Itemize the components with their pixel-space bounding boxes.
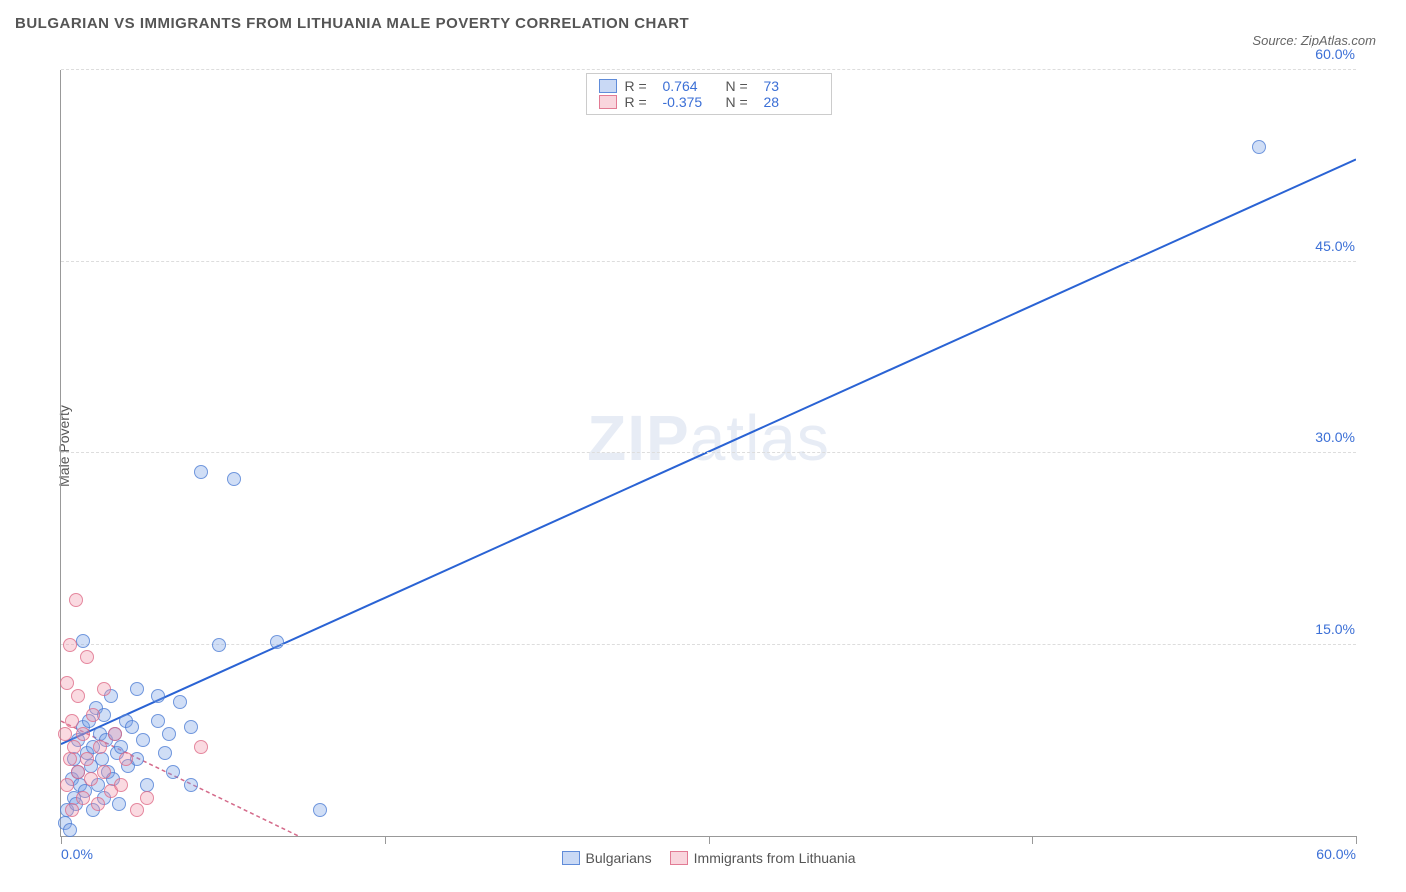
scatter-point xyxy=(60,676,74,690)
gridline xyxy=(61,452,1356,453)
scatter-point xyxy=(151,689,165,703)
scatter-point xyxy=(84,772,98,786)
scatter-point xyxy=(313,803,327,817)
scatter-point xyxy=(65,714,79,728)
scatter-point xyxy=(194,465,208,479)
scatter-point xyxy=(184,778,198,792)
scatter-point xyxy=(125,720,139,734)
series-legend: Bulgarians Immigrants from Lithuania xyxy=(562,850,856,866)
swatch-blue-icon xyxy=(599,79,617,93)
gridline xyxy=(61,69,1356,70)
legend-item-bulgarians: Bulgarians xyxy=(562,850,652,866)
y-tick-label: 30.0% xyxy=(1312,429,1358,445)
scatter-point xyxy=(86,708,100,722)
y-tick-label: 60.0% xyxy=(1312,46,1358,62)
x-tick-max: 60.0% xyxy=(1316,846,1356,862)
plot-area: ZIPatlas R = 0.764 N = 73 R = -0.375 N =… xyxy=(60,70,1356,837)
scatter-point xyxy=(140,791,154,805)
scatter-point xyxy=(162,727,176,741)
scatter-point xyxy=(112,797,126,811)
scatter-point xyxy=(63,752,77,766)
gridline xyxy=(61,261,1356,262)
gridline xyxy=(61,644,1356,645)
scatter-point xyxy=(80,650,94,664)
scatter-point xyxy=(119,752,133,766)
y-tick-label: 15.0% xyxy=(1312,621,1358,637)
scatter-point xyxy=(136,733,150,747)
legend-row-bulgarians: R = 0.764 N = 73 xyxy=(599,78,819,94)
scatter-point xyxy=(63,638,77,652)
scatter-point xyxy=(80,752,94,766)
x-tick xyxy=(385,836,386,844)
scatter-point xyxy=(76,727,90,741)
scatter-point xyxy=(76,791,90,805)
chart-title: BULGARIAN VS IMMIGRANTS FROM LITHUANIA M… xyxy=(15,15,1391,32)
x-tick xyxy=(709,836,710,844)
scatter-point xyxy=(212,638,226,652)
scatter-point xyxy=(158,746,172,760)
x-tick xyxy=(1032,836,1033,844)
scatter-point xyxy=(130,682,144,696)
scatter-point xyxy=(173,695,187,709)
scatter-point xyxy=(97,682,111,696)
scatter-point xyxy=(108,727,122,741)
scatter-point xyxy=(69,593,83,607)
legend-item-lithuania: Immigrants from Lithuania xyxy=(670,850,856,866)
scatter-point xyxy=(1252,140,1266,154)
scatter-point xyxy=(130,803,144,817)
scatter-point xyxy=(151,714,165,728)
x-tick xyxy=(1356,836,1357,844)
scatter-point xyxy=(63,823,77,837)
scatter-point xyxy=(60,778,74,792)
y-tick-label: 45.0% xyxy=(1312,238,1358,254)
scatter-point xyxy=(71,765,85,779)
legend-row-lithuania: R = -0.375 N = 28 xyxy=(599,94,819,110)
correlation-legend: R = 0.764 N = 73 R = -0.375 N = 28 xyxy=(586,73,832,115)
scatter-point xyxy=(270,635,284,649)
chart-container: BULGARIAN VS IMMIGRANTS FROM LITHUANIA M… xyxy=(15,15,1391,877)
scatter-point xyxy=(76,634,90,648)
x-tick-min: 0.0% xyxy=(61,846,93,862)
scatter-point xyxy=(67,740,81,754)
scatter-point xyxy=(97,765,111,779)
scatter-point xyxy=(194,740,208,754)
scatter-point xyxy=(184,720,198,734)
scatter-point xyxy=(65,803,79,817)
swatch-blue-icon xyxy=(562,851,580,865)
scatter-point xyxy=(227,472,241,486)
swatch-pink-icon xyxy=(599,95,617,109)
swatch-pink-icon xyxy=(670,851,688,865)
scatter-point xyxy=(114,778,128,792)
scatter-point xyxy=(58,727,72,741)
scatter-point xyxy=(71,689,85,703)
scatter-point xyxy=(166,765,180,779)
scatter-point xyxy=(91,797,105,811)
trend-lines xyxy=(61,70,1356,836)
watermark: ZIPatlas xyxy=(587,401,830,475)
scatter-point xyxy=(93,740,107,754)
x-tick xyxy=(61,836,62,844)
